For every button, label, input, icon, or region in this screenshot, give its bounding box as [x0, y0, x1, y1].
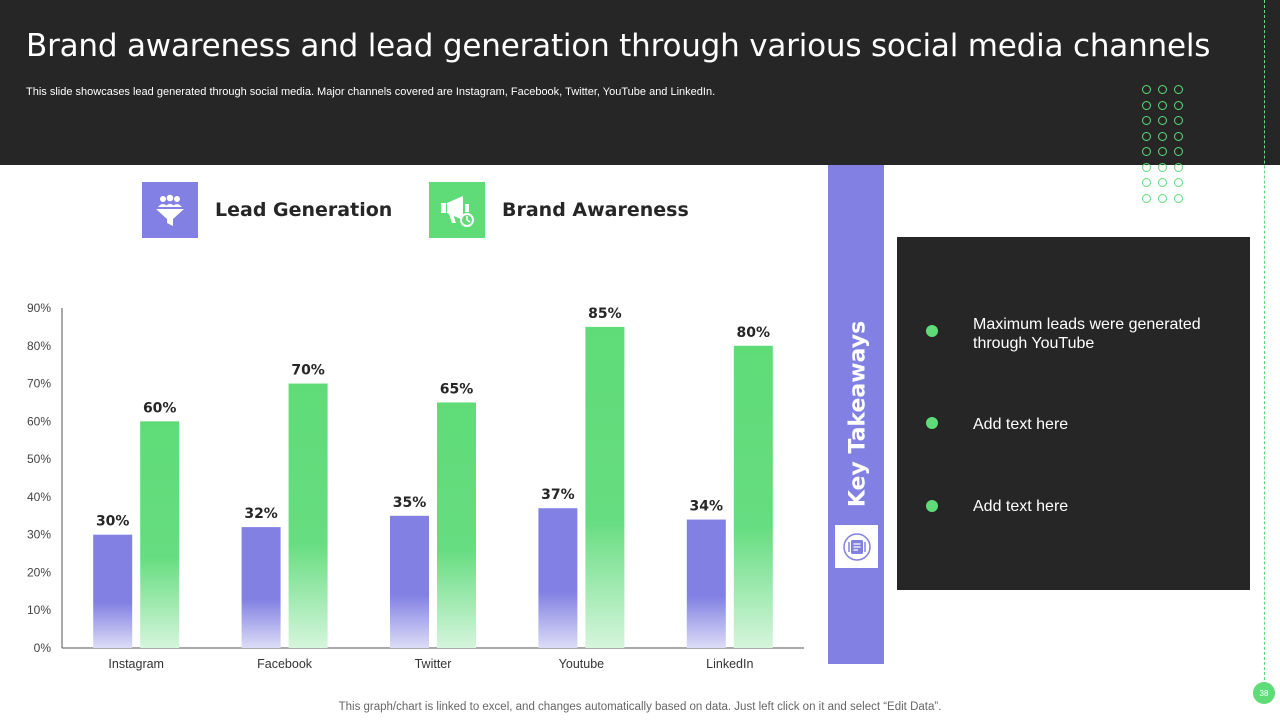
x-category-label: Instagram: [108, 657, 164, 671]
footer-note: This graph/chart is linked to excel, and…: [338, 701, 942, 713]
decorative-dot: [1158, 193, 1167, 203]
legend-lead-generation: Lead Generation: [142, 182, 392, 238]
bar-brand-awareness: [437, 402, 476, 648]
y-tick-label: 0%: [34, 641, 52, 655]
decorative-dot: [1174, 100, 1183, 110]
y-tick-label: 30%: [27, 528, 51, 542]
bar-lead-generation: [686, 519, 726, 648]
decorative-dot: [1174, 178, 1183, 187]
takeaway-text: Add text here: [973, 498, 1069, 515]
y-tick-label: 80%: [27, 339, 51, 353]
data-label: 34%: [690, 499, 724, 515]
decorative-dot: [1142, 100, 1151, 110]
data-label: 30%: [96, 514, 130, 530]
decorative-dot: [1174, 116, 1183, 125]
decorative-dot: [1158, 131, 1167, 141]
page-title: Brand awareness and lead generation thro…: [26, 28, 1211, 64]
decorative-dot: [1158, 147, 1167, 156]
decorative-dot: [1142, 85, 1151, 94]
bullet-dot: [926, 417, 938, 429]
decorative-dot: [1142, 193, 1151, 203]
y-tick-label: 90%: [27, 301, 51, 315]
decorative-dot: [1174, 147, 1183, 156]
bar-lead-generation: [93, 534, 133, 648]
decorative-dot: [1142, 131, 1151, 141]
data-label: 32%: [244, 506, 278, 522]
x-category-label: Twitter: [415, 657, 452, 671]
x-category-label: Youtube: [559, 657, 604, 671]
y-tick-label: 20%: [27, 565, 51, 579]
legend-label-brand-awareness: Brand Awareness: [502, 199, 689, 221]
decorative-dot: [1142, 162, 1151, 172]
takeaway-text: Maximum leads were generated through You…: [973, 316, 1201, 352]
bar-brand-awareness: [585, 326, 625, 648]
bar-brand-awareness: [288, 383, 328, 648]
key-takeaways-bar: [828, 165, 884, 664]
bullet-dot: [926, 500, 938, 512]
bar-lead-generation: [241, 527, 281, 648]
data-label: 85%: [588, 306, 622, 322]
y-tick-label: 70%: [27, 377, 51, 391]
decorative-dashed-line: [1264, 0, 1265, 690]
megaphone-icon: [429, 182, 485, 238]
y-tick-label: 40%: [27, 490, 51, 504]
decorative-dot: [1158, 116, 1167, 125]
data-label: 37%: [541, 487, 575, 503]
decorative-dot: [1142, 178, 1151, 187]
bar-lead-generation: [390, 515, 429, 648]
decorative-dot: [1174, 131, 1183, 141]
decorative-dot: [1174, 162, 1183, 172]
x-category-label: Facebook: [257, 657, 313, 671]
legend-brand-awareness: Brand Awareness: [429, 182, 689, 238]
bar-lead-generation: [538, 508, 578, 648]
data-label: 70%: [291, 363, 325, 379]
x-category-label: LinkedIn: [706, 657, 753, 671]
decorative-dot: [1174, 85, 1183, 94]
bullet-dot: [926, 325, 938, 337]
decorative-dot: [1158, 85, 1167, 94]
decorative-dot: [1158, 162, 1167, 172]
decorative-dot-grid: [1142, 85, 1192, 210]
data-label: 65%: [440, 381, 474, 397]
y-tick-label: 10%: [27, 603, 51, 617]
data-label: 60%: [143, 400, 177, 416]
y-tick-label: 50%: [27, 452, 51, 466]
notes-icon: [835, 525, 878, 568]
decorative-dot: [1158, 178, 1167, 187]
decorative-dot: [1158, 100, 1167, 110]
takeaways-box: Maximum leads were generated through You…: [897, 237, 1250, 590]
legend-label-lead-generation: Lead Generation: [215, 199, 393, 221]
decorative-dot: [1174, 193, 1183, 203]
page-number-badge: 38: [1253, 682, 1275, 704]
y-tick-label: 60%: [27, 414, 51, 428]
funnel-users-icon: [142, 182, 198, 238]
bar-brand-awareness: [140, 421, 180, 648]
decorative-dot: [1142, 147, 1151, 156]
bar-brand-awareness: [733, 345, 773, 648]
header-band: Brand awareness and lead generation thro…: [0, 0, 1280, 165]
data-label: 35%: [393, 495, 427, 511]
bar-chart: 0% 10% 20% 30% 40% 50% 60% 70% 80% 90% 30% 60% Insta…: [27, 301, 804, 671]
page-subtitle: This slide showcases lead generated thro…: [26, 86, 716, 98]
key-takeaways-label: Key Takeaways: [845, 320, 871, 508]
takeaway-text: Add text here: [973, 416, 1069, 433]
data-label: 80%: [737, 325, 771, 341]
decorative-dot: [1142, 116, 1151, 125]
